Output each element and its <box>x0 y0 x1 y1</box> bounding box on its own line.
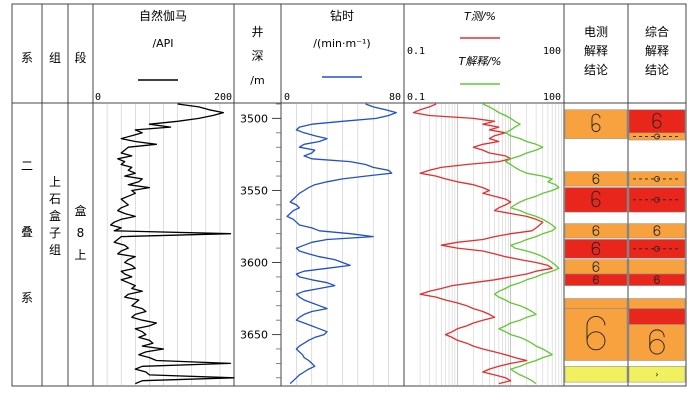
comp-zone <box>628 324 686 361</box>
elec-gas-symbol <box>591 113 601 128</box>
elec-gas-symbol <box>591 190 601 203</box>
depth-header-line1: 井 <box>251 25 263 39</box>
gr-title: 自然伽马 <box>139 8 187 23</box>
gr-axis-min: 0 <box>95 92 101 103</box>
group-label-char: 上 <box>49 175 61 189</box>
elec-zone <box>564 308 628 361</box>
elec-zone <box>564 239 628 259</box>
elec-gas-symbol <box>593 275 599 282</box>
saturation-curve-1 <box>482 103 560 385</box>
depth-tick-label: 3600 <box>240 257 268 270</box>
elec-header-3: 结论 <box>584 63 608 77</box>
comp-zone <box>628 366 686 383</box>
comp-header-2: 解释 <box>645 44 669 58</box>
elec-gas-symbol <box>592 261 600 269</box>
elec-gas-symbol <box>592 173 600 181</box>
elec-zone <box>564 223 628 239</box>
sat-title-2: T解释/% <box>459 55 502 68</box>
comp-gas-symbol <box>654 275 660 282</box>
system-label-char: 二 <box>21 159 33 173</box>
elec-gas-symbol <box>591 241 601 252</box>
comp-zone <box>628 273 686 286</box>
elec-gas-symbol <box>586 315 606 341</box>
comp-header-3: 结论 <box>645 63 669 77</box>
saturation-curve-0 <box>412 103 553 385</box>
comp-header-1: 综合 <box>645 24 669 39</box>
comp-oil-symbol <box>654 245 660 252</box>
member-label-char: 上 <box>74 248 86 262</box>
comp-gas-symbol <box>652 112 662 125</box>
sat-top-max: 100 <box>543 46 561 57</box>
comp-zone <box>628 259 686 275</box>
depth-header-line3: /m <box>250 74 264 87</box>
gr-unit: /API <box>152 37 173 50</box>
comp-oil-symbol <box>654 133 660 140</box>
system-label-char: 叠 <box>21 225 33 239</box>
rop-title: 钻时 <box>330 8 354 23</box>
sat-title-1: T测/% <box>464 10 496 23</box>
track-grids <box>106 104 562 385</box>
comp-zone <box>628 308 686 325</box>
col-header-group: 组 <box>49 51 61 65</box>
comp-zone <box>628 223 686 239</box>
elec-header-1: 电测 <box>584 25 608 39</box>
comp-gas-symbol <box>653 225 661 233</box>
elec-zone <box>564 298 628 309</box>
elec-interp-zones <box>564 109 628 383</box>
curves <box>109 103 560 385</box>
rop-curve <box>286 103 397 385</box>
group-label-char: 盒 <box>49 208 61 223</box>
depth-tick-label: 3650 <box>240 329 268 342</box>
comp-gas-symbol <box>649 329 665 347</box>
comp-oil-symbol <box>654 176 660 182</box>
depth-tick-label: 3550 <box>240 184 268 197</box>
rop-axis-max: 80 <box>389 92 401 103</box>
elec-zone <box>564 273 628 286</box>
comp-interp-zones: › <box>628 109 686 383</box>
comp-oil-symbol <box>654 196 660 203</box>
group-label-char: 子 <box>49 226 61 240</box>
comp-zone <box>628 298 686 309</box>
rop-axis-min: 0 <box>284 92 290 103</box>
col-header-system: 系 <box>21 51 33 65</box>
member-label-char: 8 <box>77 226 85 240</box>
member-label-char: 盒 <box>74 203 86 218</box>
rop-unit: /(min·m⁻¹) <box>313 37 370 50</box>
panel-frame <box>11 3 687 387</box>
elec-zone <box>564 109 628 139</box>
system-label: 二叠系 <box>21 159 33 305</box>
elec-zone <box>564 366 628 383</box>
column-dividers <box>41 4 629 386</box>
group-label-char: 组 <box>49 243 61 257</box>
depth-tick-label: 3500 <box>240 112 268 125</box>
member-label: 盒 8 上 <box>74 203 86 262</box>
system-label-char: 系 <box>21 291 33 305</box>
elec-zone <box>564 171 628 187</box>
sat-axis-min: 0.1 <box>407 92 425 103</box>
elec-gas-symbol <box>592 225 600 233</box>
elec-header-2: 解释 <box>584 44 608 58</box>
depth-ticks: 3500 3550 3600 3650 <box>240 103 281 379</box>
comp-arrow-symbol: › <box>655 370 658 379</box>
gr-axis-max: 200 <box>214 92 232 103</box>
sat-axis-max: 100 <box>543 92 561 103</box>
sat-top-min: 0.1 <box>407 46 425 57</box>
gr-curve <box>109 103 235 385</box>
depth-header-line2: 深 <box>251 49 263 63</box>
group-label-char: 石 <box>49 192 61 206</box>
col-header-member: 段 <box>74 50 86 65</box>
